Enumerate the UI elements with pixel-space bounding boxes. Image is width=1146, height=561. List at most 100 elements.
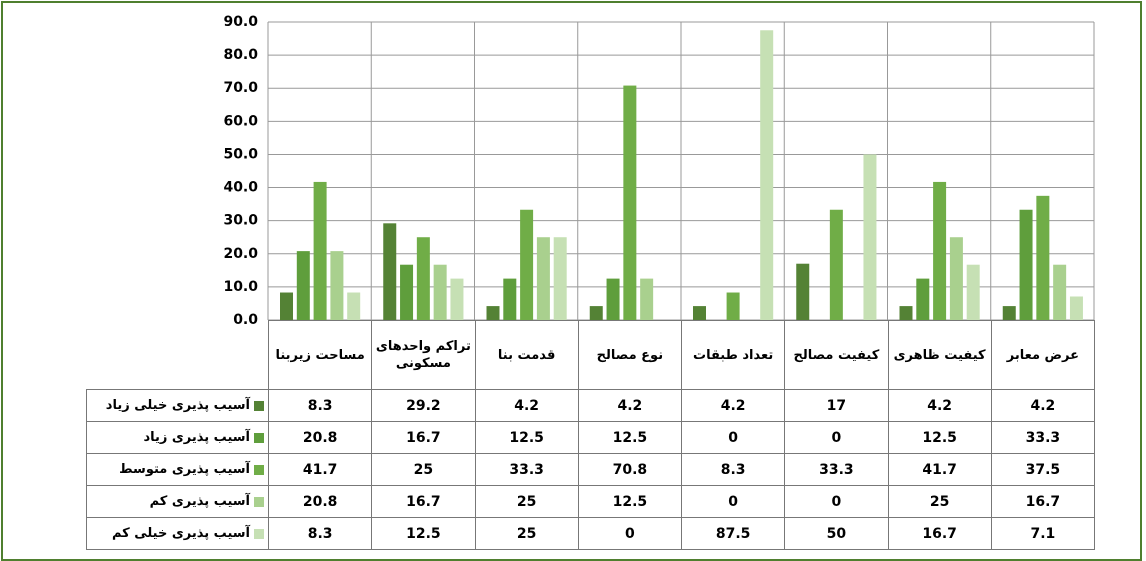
- value-cell: 25: [475, 486, 578, 518]
- y-tick-label: 80.0: [223, 47, 258, 63]
- bar: [537, 237, 550, 320]
- bar: [950, 237, 963, 320]
- bar: [434, 265, 447, 320]
- legend-cell: آسیب پذیری زیاد: [87, 422, 269, 454]
- value-cell: 0: [785, 422, 888, 454]
- value-cell: 7.1: [991, 518, 1094, 550]
- legend-cell: آسیب پذیری خیلی زیاد: [87, 390, 269, 422]
- value-cell: 12.5: [888, 422, 991, 454]
- value-cell: 16.7: [372, 486, 475, 518]
- bar: [487, 306, 500, 320]
- bar: [1053, 265, 1066, 320]
- y-tick-label: 40.0: [223, 180, 258, 196]
- bar: [640, 279, 653, 320]
- bar: [314, 182, 327, 320]
- value-cell: 50: [785, 518, 888, 550]
- bar: [1036, 196, 1049, 320]
- category-label: مساحت زیربنا: [269, 321, 372, 390]
- value-cell: 0: [682, 486, 785, 518]
- legend-cell: آسیب پذیری کم: [87, 486, 269, 518]
- bar: [830, 210, 843, 320]
- value-cell: 20.8: [269, 422, 372, 454]
- value-cell: 17: [785, 390, 888, 422]
- bar: [347, 293, 360, 320]
- bar: [1020, 210, 1033, 320]
- value-cell: 16.7: [372, 422, 475, 454]
- bar: [1070, 296, 1083, 320]
- legend-cell: آسیب پذیری خیلی کم: [87, 518, 269, 550]
- value-cell: 25: [888, 486, 991, 518]
- value-cell: 12.5: [578, 486, 681, 518]
- category-label: قدمت بنا: [475, 321, 578, 390]
- value-cell: 33.3: [991, 422, 1094, 454]
- value-cell: 0: [578, 518, 681, 550]
- category-label: تراکم واحدهای مسکونی: [372, 321, 475, 390]
- value-cell: 0: [682, 422, 785, 454]
- bar: [760, 30, 773, 320]
- value-cell: 4.2: [888, 390, 991, 422]
- bar: [590, 306, 603, 320]
- y-tick-label: 30.0: [223, 213, 258, 229]
- value-cell: 16.7: [888, 518, 991, 550]
- bar: [967, 265, 980, 320]
- legend-label: آسیب پذیری کم: [150, 494, 250, 509]
- value-cell: 4.2: [682, 390, 785, 422]
- bar: [554, 237, 567, 320]
- legend-label: آسیب پذیری زیاد: [143, 430, 250, 445]
- bar: [607, 279, 620, 320]
- legend-key: [254, 401, 264, 411]
- value-cell: 41.7: [269, 454, 372, 486]
- chart: 0.010.020.030.040.050.060.070.080.090.0: [0, 0, 1146, 330]
- value-cell: 33.3: [785, 454, 888, 486]
- legend-key: [254, 433, 264, 443]
- category-label: عرض معابر: [991, 321, 1094, 390]
- corner-cell: [87, 321, 269, 390]
- value-cell: 8.3: [682, 454, 785, 486]
- bar: [900, 306, 913, 320]
- bar: [1003, 306, 1016, 320]
- value-cell: 12.5: [475, 422, 578, 454]
- bar: [727, 293, 740, 320]
- legend-label: آسیب پذیری خیلی کم: [112, 526, 250, 541]
- value-cell: 41.7: [888, 454, 991, 486]
- bar: [503, 279, 516, 320]
- value-cell: 12.5: [578, 422, 681, 454]
- value-cell: 16.7: [991, 486, 1094, 518]
- value-cell: 8.3: [269, 390, 372, 422]
- value-cell: 12.5: [372, 518, 475, 550]
- bar: [400, 265, 413, 320]
- value-cell: 87.5: [682, 518, 785, 550]
- category-label: کیفیت مصالح: [785, 321, 888, 390]
- legend-key: [254, 529, 264, 539]
- bar: [297, 251, 310, 320]
- y-tick-label: 20.0: [223, 246, 258, 262]
- bar: [280, 293, 293, 320]
- value-cell: 25: [372, 454, 475, 486]
- y-tick-label: 90.0: [223, 14, 258, 30]
- value-cell: 20.8: [269, 486, 372, 518]
- value-cell: 4.2: [578, 390, 681, 422]
- category-label: نوع مصالح: [578, 321, 681, 390]
- value-cell: 4.2: [475, 390, 578, 422]
- bar: [693, 306, 706, 320]
- y-tick-label: 10.0: [223, 279, 258, 295]
- legend-key: [254, 465, 264, 475]
- y-tick-label: 70.0: [223, 80, 258, 96]
- value-cell: 33.3: [475, 454, 578, 486]
- legend-label: آسیب پذیری خیلی زیاد: [106, 398, 250, 413]
- value-cell: 37.5: [991, 454, 1094, 486]
- value-cell: 0: [785, 486, 888, 518]
- legend-key: [254, 497, 264, 507]
- bar: [796, 264, 809, 320]
- category-label: تعداد طبقات: [682, 321, 785, 390]
- bar: [916, 279, 929, 320]
- bar: [417, 237, 430, 320]
- category-label: کیفیت ظاهری: [888, 321, 991, 390]
- bar: [330, 251, 343, 320]
